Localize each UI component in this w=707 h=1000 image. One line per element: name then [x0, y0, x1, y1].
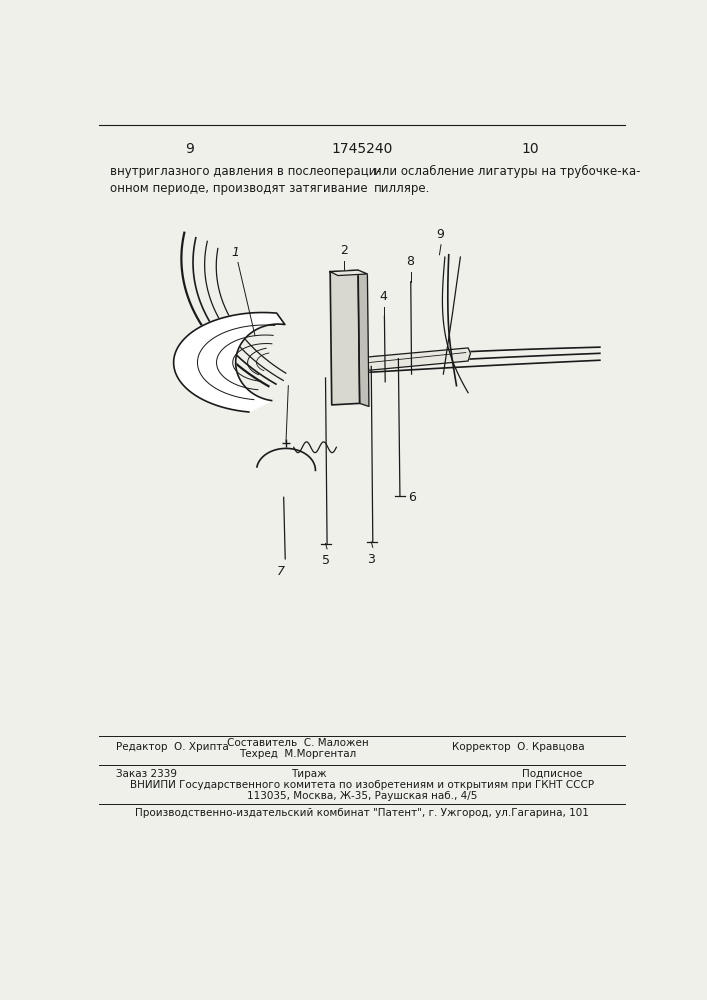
- Text: Производственно-издательский комбинат "Патент", г. Ужгород, ул.Гагарина, 101: Производственно-издательский комбинат "П…: [135, 808, 589, 818]
- Text: внутриглазного давления в послеопераци-
онном периоде, производят затягивание: внутриглазного давления в послеопераци- …: [110, 165, 381, 195]
- Polygon shape: [330, 270, 368, 276]
- Text: 3: 3: [368, 553, 375, 566]
- Polygon shape: [358, 270, 369, 406]
- Text: 4: 4: [380, 290, 387, 303]
- Text: ВНИИПИ Государственного комитета по изобретениям и открытиям при ГКНТ СССР: ВНИИПИ Государственного комитета по изоб…: [130, 780, 594, 790]
- Text: 5: 5: [322, 554, 329, 567]
- Text: 9: 9: [436, 228, 444, 241]
- Polygon shape: [174, 313, 285, 412]
- Text: 6: 6: [409, 491, 416, 504]
- Text: 10: 10: [521, 142, 539, 156]
- Text: 7: 7: [276, 565, 285, 578]
- Text: Составитель  С. Маложен: Составитель С. Маложен: [227, 738, 368, 748]
- Polygon shape: [330, 270, 360, 405]
- Text: Подписное: Подписное: [522, 769, 583, 779]
- Text: 2: 2: [340, 244, 348, 257]
- Text: 1: 1: [232, 246, 240, 259]
- Polygon shape: [366, 348, 470, 370]
- Text: 9: 9: [185, 142, 194, 156]
- Text: Корректор  О. Кравцова: Корректор О. Кравцова: [452, 742, 585, 752]
- Text: Редактор  О. Хрипта: Редактор О. Хрипта: [115, 742, 228, 752]
- Text: Техред  М.Моргентал: Техред М.Моргентал: [239, 749, 356, 759]
- Text: Тираж: Тираж: [291, 769, 327, 779]
- Text: 113035, Москва, Ж-35, Раушская наб., 4/5: 113035, Москва, Ж-35, Раушская наб., 4/5: [247, 791, 477, 801]
- Text: Заказ 2339: Заказ 2339: [115, 769, 177, 779]
- Text: или ослабление лигатуры на трубочке-ка-
пилляре.: или ослабление лигатуры на трубочке-ка- …: [373, 165, 640, 195]
- Text: 1745240: 1745240: [332, 142, 392, 156]
- Text: 8: 8: [406, 255, 414, 268]
